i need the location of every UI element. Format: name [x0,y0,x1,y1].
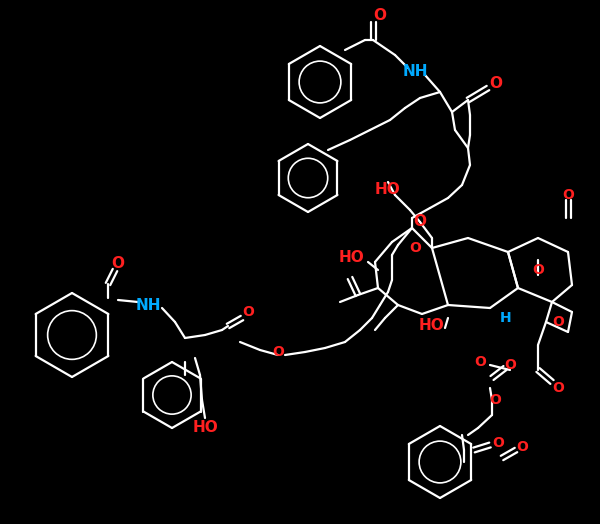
Text: HO: HO [192,420,218,435]
Text: O: O [272,345,284,359]
Text: H: H [500,311,512,325]
Text: O: O [552,315,564,329]
Text: O: O [474,355,486,369]
Text: O: O [489,393,501,407]
Text: O: O [492,436,504,450]
Text: NH: NH [402,64,428,80]
Text: O: O [490,75,503,91]
Text: O: O [409,241,421,255]
Text: O: O [413,214,427,230]
Text: O: O [112,256,125,270]
Text: O: O [373,7,386,23]
Text: O: O [532,263,544,277]
Text: O: O [552,381,564,395]
Text: O: O [504,358,516,372]
Text: HO: HO [339,250,365,266]
Text: HO: HO [375,182,401,198]
Text: O: O [516,440,528,454]
Text: O: O [562,188,574,202]
Text: NH: NH [135,298,161,312]
Text: O: O [242,305,254,319]
Text: HO: HO [419,319,445,333]
